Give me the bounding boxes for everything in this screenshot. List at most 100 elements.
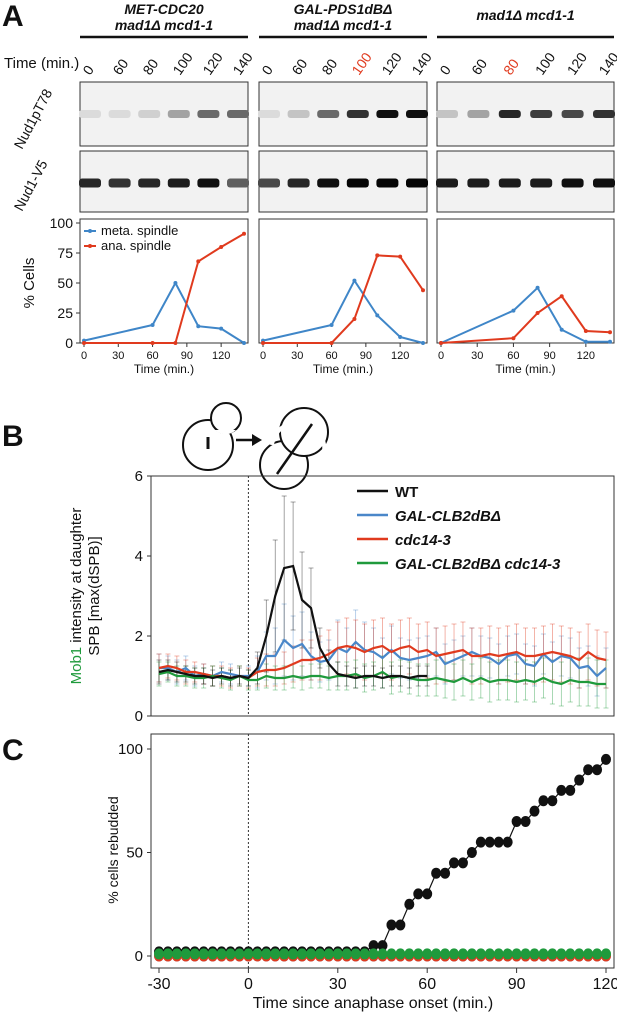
time-tick-label: 60 (109, 56, 131, 78)
x-tick-label: 30 (329, 976, 347, 993)
x-tick-label: 0 (81, 350, 87, 362)
mob1-label: Mob1 (68, 647, 85, 685)
data-point (154, 948, 164, 960)
legend-label: meta. spindle (101, 223, 178, 238)
x-tick-label: 60 (507, 350, 519, 362)
arrow-icon (236, 434, 262, 446)
data-point (398, 335, 403, 339)
data-point (601, 948, 611, 960)
data-point (162, 948, 173, 960)
data-point (352, 317, 357, 321)
time-tick-label: 100 (348, 49, 375, 77)
time-tick-label: 80 (318, 56, 340, 78)
series-line (158, 670, 606, 686)
series-line (83, 280, 245, 344)
row-label-v5: Nud1-V5 (11, 157, 51, 213)
y-tick-label: 2 (135, 628, 143, 645)
data-point (529, 948, 540, 960)
y-tick-label: 100 (118, 741, 143, 758)
data-point (413, 948, 424, 960)
data-point (502, 836, 513, 848)
panel-b-letter: B (2, 420, 24, 453)
data-point (375, 253, 380, 258)
data-point (404, 948, 415, 960)
data-point (395, 919, 406, 931)
y-tick-label: 0 (65, 335, 73, 351)
plot-frame (150, 475, 615, 717)
data-point (475, 836, 486, 848)
legend-marker (88, 244, 92, 248)
time-tick-label: 60 (468, 56, 490, 78)
data-point (350, 948, 361, 960)
data-point (421, 288, 425, 293)
data-point (234, 948, 245, 960)
panel-c-xlabel: Time since anaphase onset (min.) (253, 995, 493, 1012)
data-point (196, 259, 201, 264)
y-tick-label: 75 (57, 245, 73, 261)
data-point (189, 948, 200, 960)
data-point (538, 948, 549, 960)
data-point (592, 764, 603, 776)
data-point (219, 245, 224, 249)
x-axis-label: Time (min.) (313, 362, 373, 376)
blot-frame (436, 150, 615, 213)
data-point (559, 294, 564, 299)
data-point (377, 948, 388, 960)
data-point (173, 281, 178, 285)
data-point (305, 948, 316, 960)
data-point (314, 948, 325, 960)
data-point (252, 948, 263, 960)
condition-title: MET-CDC20 (124, 1, 204, 17)
x-tick-label: -30 (147, 976, 170, 993)
data-point (502, 948, 513, 960)
data-point (207, 948, 218, 960)
data-point (270, 948, 281, 960)
data-point (386, 948, 397, 960)
data-point (520, 815, 531, 827)
data-point (198, 948, 209, 960)
blot-band (376, 178, 399, 188)
series-line (440, 294, 611, 344)
plot-frame (436, 218, 615, 344)
time-tick-label: 0 (258, 62, 276, 78)
blot-band (287, 178, 310, 188)
blot-band (593, 178, 615, 188)
data-point (279, 948, 290, 960)
x-tick-label: 0 (438, 350, 444, 362)
data-point (535, 285, 540, 290)
data-point (457, 857, 468, 869)
cell-cartoon (182, 402, 329, 490)
data-point (180, 948, 191, 960)
time-tick-label: 0 (79, 62, 97, 78)
data-point (520, 948, 531, 960)
legend-label: ana. spindle (101, 238, 171, 253)
condition-title: mad1Δ mcd1-1 (476, 7, 575, 23)
data-point (431, 867, 442, 879)
blot-band (530, 110, 553, 118)
data-point (601, 753, 611, 765)
y-tick-label: 50 (126, 845, 143, 862)
time-tick-label: 60 (288, 56, 310, 78)
data-point (323, 948, 334, 960)
blot-band (498, 178, 521, 188)
time-tick-label: 140 (408, 49, 435, 77)
mother-cell-icon (182, 402, 242, 471)
panel-a-letter: A (2, 0, 24, 33)
data-point (171, 948, 182, 960)
ylabel-line1: intensity at daughter (68, 508, 85, 647)
data-point (359, 948, 370, 960)
x-tick-label: 30 (471, 350, 483, 362)
blot-band (317, 178, 340, 188)
blot-frame (79, 81, 249, 147)
blot-band (436, 178, 458, 188)
blot-band (317, 110, 340, 118)
data-point (574, 774, 585, 786)
x-tick-label: 120 (577, 350, 595, 362)
blot-band (467, 178, 490, 188)
x-tick-label: 30 (291, 350, 303, 362)
time-tick-label: 80 (500, 56, 522, 78)
x-tick-label: 120 (391, 350, 409, 362)
panel-a-ylabel: % Cells (21, 258, 38, 309)
data-point (592, 948, 603, 960)
data-point (386, 919, 397, 931)
